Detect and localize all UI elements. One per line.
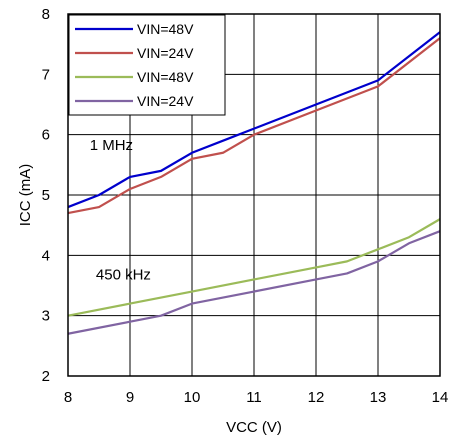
legend-box [68,14,226,116]
annotation-label: 450 kHz [96,266,151,283]
series-line-2 [67,218,441,317]
series-line-1 [67,37,441,215]
x-tick-label: 10 [184,389,201,406]
x-tick-label: 11 [246,389,262,406]
y-tick-label: 6 [42,127,50,144]
x-tick-label: 14 [432,389,449,406]
y-tick-label: 7 [42,66,50,83]
legend: VIN=48V VIN=24V VIN=48V VIN=24V [68,14,226,116]
x-tick-label: 13 [370,389,387,406]
legend-entry-label: VIN=24V [137,45,194,61]
series-line-0 [67,31,441,209]
tick-labels: 8 9 10 11 12 13 14 2 3 4 5 6 7 8 [42,6,449,406]
x-axis-label: VCC (V) [226,419,282,436]
x-tick-label: 12 [308,389,325,406]
y-tick-label: 2 [42,368,50,385]
series-lines [67,31,441,335]
y-tick-label: 4 [42,247,50,264]
y-tick-label: 8 [42,6,50,23]
legend-entry-label: VIN=48V [137,21,194,37]
plot-area-frame [67,13,441,377]
x-tick-label: 8 [64,389,72,406]
legend-entry-label: VIN=24V [137,93,194,109]
legend-entry-label: VIN=48V [137,69,194,85]
annotations: 1 MHz 450 kHz [90,137,151,284]
x-tick-label: 9 [126,389,134,406]
y-tick-label: 3 [42,308,50,325]
y-tick-label: 5 [42,187,50,204]
annotation-label: 1 MHz [90,137,133,154]
series-line-3 [67,230,441,335]
y-axis-label: ICC (mA) [17,164,34,227]
